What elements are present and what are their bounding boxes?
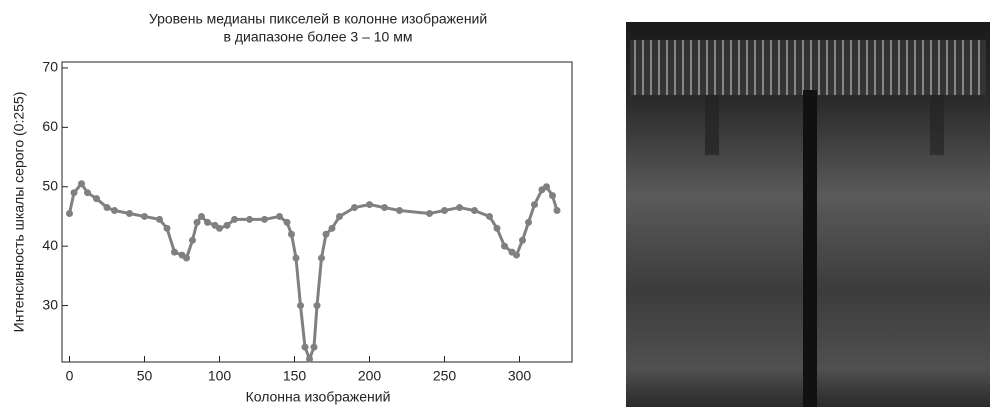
data-point <box>84 189 91 197</box>
data-point <box>126 209 133 217</box>
data-point <box>549 192 556 200</box>
data-point <box>426 209 433 217</box>
data-point <box>471 207 478 215</box>
x-tick-label: 150 <box>283 368 307 384</box>
data-point <box>193 218 201 226</box>
data-point <box>313 302 321 310</box>
data-point <box>103 204 111 212</box>
data-point <box>328 224 336 232</box>
data-point <box>318 254 325 262</box>
data-point <box>322 230 330 238</box>
data-point <box>501 242 508 250</box>
data-point <box>292 254 300 262</box>
data-point <box>297 302 304 310</box>
data-point <box>246 215 253 223</box>
data-point <box>66 209 73 217</box>
data-point <box>198 212 205 220</box>
x-tick-label: 300 <box>508 368 532 384</box>
data-point <box>519 236 526 244</box>
data-point <box>189 236 196 244</box>
data-point <box>216 224 223 232</box>
data-point <box>351 204 358 212</box>
data-point <box>141 212 148 220</box>
data-point <box>513 251 520 259</box>
chart-title: Уровень медианы пикселей в колонне изобр… <box>149 11 487 27</box>
data-point <box>553 207 561 215</box>
data-point <box>111 207 118 215</box>
data-point <box>456 204 463 212</box>
data-point <box>78 180 85 188</box>
data-point <box>336 212 343 220</box>
x-axis-label: Колонна изображений <box>246 389 391 405</box>
x-tick-label: 0 <box>66 368 74 384</box>
x-tick-label: 100 <box>208 368 232 384</box>
x-tick-label: 50 <box>137 368 153 384</box>
data-point <box>223 221 231 229</box>
data-point <box>156 215 163 223</box>
data-point <box>381 204 388 212</box>
data-point <box>70 189 78 197</box>
y-tick-label: 50 <box>42 177 58 193</box>
y-tick-label: 30 <box>42 296 58 312</box>
data-point <box>310 343 318 351</box>
plot-frame <box>61 61 573 363</box>
y-axis-label: Интенсивность шкалы серого (0:255) <box>11 92 27 333</box>
data-point <box>183 254 190 262</box>
data-point <box>276 212 283 220</box>
data-point <box>231 215 238 223</box>
data-point <box>93 195 100 203</box>
data-point <box>525 218 532 226</box>
x-tick-label: 250 <box>433 368 457 384</box>
data-point <box>306 355 313 363</box>
data-line <box>68 181 559 364</box>
data-point <box>163 224 171 232</box>
x-tick-label: 200 <box>358 368 382 384</box>
data-point <box>493 224 501 232</box>
data-point <box>204 218 211 226</box>
data-point <box>283 218 291 226</box>
data-point <box>396 207 403 215</box>
y-tick-label: 60 <box>42 118 58 134</box>
data-point <box>441 207 448 215</box>
ultrasound-image <box>626 22 990 407</box>
y-tick-label: 40 <box>42 237 58 253</box>
data-point <box>171 248 178 256</box>
data-point <box>486 212 493 220</box>
y-tick-label: 70 <box>42 59 58 75</box>
data-point <box>531 201 538 209</box>
data-point <box>366 201 373 209</box>
data-point <box>288 230 295 238</box>
data-point <box>301 343 309 351</box>
data-point <box>543 183 550 191</box>
chart-title: в диапазоне более 3 – 10 мм <box>224 29 413 45</box>
data-point <box>261 215 268 223</box>
